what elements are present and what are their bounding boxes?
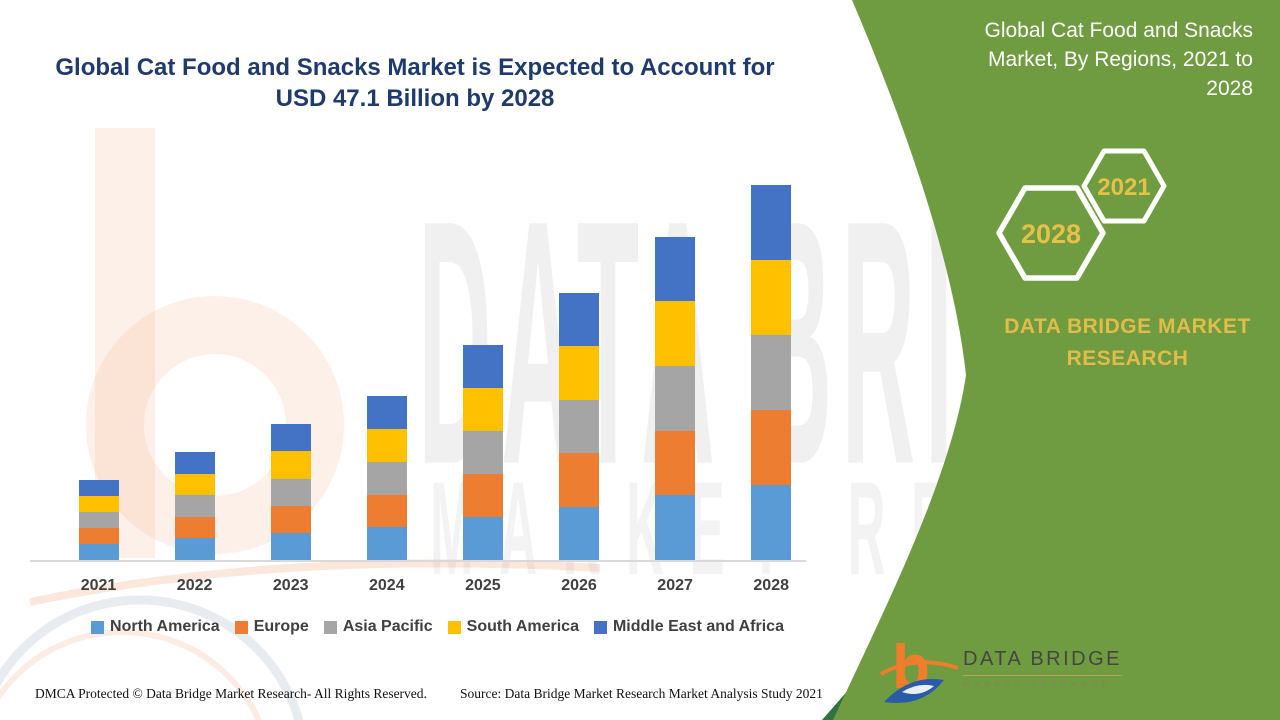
bar-segment-2023-middle-east-and-africa: [270, 424, 311, 452]
bar-segment-2023-europe: [270, 505, 311, 533]
bar-2022: [174, 452, 215, 560]
bar-2028: [751, 184, 792, 560]
legend-label: Asia Pacific: [342, 618, 433, 635]
legend-item-europe: Europe: [234, 618, 309, 636]
x-axis-label-2028: 2028: [753, 577, 789, 594]
legend-item-south-america: South America: [447, 618, 579, 636]
hexagon-2021-label: 2021: [1097, 174, 1150, 201]
bar-segment-2024-asia-pacific: [366, 461, 407, 495]
bar-segment-2022-middle-east-and-africa: [174, 452, 215, 474]
bar-segment-2023-south-america: [270, 451, 311, 479]
x-axis-label-2021: 2021: [80, 577, 117, 594]
bar-segment-2026-asia-pacific: [559, 399, 599, 454]
bar-segment-2022-asia-pacific: [174, 495, 215, 517]
x-axis-label-2023: 2023: [272, 577, 309, 594]
side-panel-brand-text: DATA BRIDGE MARKET RESEARCH: [1004, 315, 1251, 370]
bar-segment-2024-south-america: [366, 429, 407, 462]
bar-segment-2021-europe: [78, 528, 119, 545]
bar-segment-2025-europe: [462, 473, 503, 517]
bar-segment-2022-europe: [174, 516, 215, 539]
legend-item-middle-east-africa: Middle East and Africa: [593, 618, 784, 636]
dbmr-logo-b-icon: b: [880, 633, 959, 704]
bar-segment-2027-europe: [655, 430, 696, 496]
bar-segment-2027-middle-east-and-africa: [655, 236, 696, 302]
legend-swatch-north-america-icon: [91, 620, 105, 634]
bar-segment-2025-asia-pacific: [462, 430, 503, 474]
bar-segment-2028-asia-pacific: [751, 334, 792, 410]
side-panel-title: Global Cat Food and Snacks Market, By Re…: [984, 19, 1254, 100]
bar-segment-2024-north-america: [366, 527, 407, 560]
bar-segment-2023-north-america: [270, 532, 311, 560]
green-panel-polygon: [833, 0, 1280, 720]
bar-segment-2026-south-america: [559, 346, 599, 400]
x-axis-label-2024: 2024: [369, 577, 405, 594]
bar-segment-2026-europe: [559, 453, 599, 507]
bar-segment-2025-south-america: [462, 387, 503, 431]
source-note: Source: Data Bridge Market Research Mark…: [460, 686, 823, 701]
legend-label: South America: [466, 618, 579, 635]
bar-segment-2021-north-america: [78, 544, 119, 560]
chart-title-line1: Global Cat Food and Snacks Market is Exp…: [55, 54, 775, 81]
legend-item-asia-pacific: Asia Pacific: [323, 618, 433, 636]
bar-segment-2024-europe: [366, 494, 407, 528]
dbmr-logo: b DATA BRIDGE MARKET RESEARCH: [878, 628, 1123, 713]
bar-segment-2025-middle-east-and-africa: [462, 344, 503, 388]
dmca-notice: DMCA Protected © Data Bridge Market Rese…: [35, 686, 427, 701]
bar-segment-2021-asia-pacific: [78, 512, 119, 529]
bar-segment-2023-asia-pacific: [270, 478, 311, 506]
legend-label: North America: [110, 618, 220, 635]
bar-segment-2028-south-america: [751, 259, 792, 335]
bar-segment-2027-asia-pacific: [655, 366, 696, 431]
dbmr-logo-brand: DATA BRIDGE: [963, 648, 1123, 676]
chart-title: Global Cat Food and Snacks Market is Exp…: [15, 52, 815, 114]
bar-2027: [655, 236, 696, 560]
legend-label: Middle East and Africa: [612, 618, 784, 635]
chart-title-line2: USD 47.1 Billion by 2028: [275, 85, 555, 112]
x-axis-label-2026: 2026: [561, 577, 597, 594]
bar-segment-2028-europe: [751, 410, 792, 485]
x-axis-line: [30, 560, 806, 562]
dbmr-logo-tagline: MARKET RESEARCH: [963, 680, 1112, 689]
hexagon-2021-icon: [1081, 148, 1167, 224]
bar-segment-2022-north-america: [174, 538, 215, 560]
bar-2026: [559, 292, 599, 560]
bar-2024: [366, 396, 407, 560]
bar-segment-2025-north-america: [462, 516, 503, 560]
bar-segment-2027-south-america: [655, 301, 696, 367]
bar-segment-2027-north-america: [655, 495, 696, 560]
legend-swatch-asia-pacific-icon: [323, 620, 337, 634]
bar-segment-2022-south-america: [174, 473, 215, 496]
x-axis-label-2025: 2025: [465, 577, 501, 594]
bar-segment-2026-middle-east-and-africa: [559, 292, 599, 347]
chart-legend: North America Europe Asia Pacific South …: [20, 618, 855, 636]
legend-label: Europe: [253, 618, 309, 635]
hexagon-2028-icon: [996, 185, 1106, 281]
legend-swatch-middle-east-africa-icon: [593, 620, 607, 634]
x-axis-label-2022: 2022: [176, 577, 213, 594]
bar-segment-2021-south-america: [78, 496, 119, 513]
x-axis-label-2027: 2027: [657, 577, 693, 594]
bar-segment-2026-north-america: [559, 506, 599, 560]
bar-segment-2021-middle-east-and-africa: [78, 480, 119, 497]
legend-item-north-america: North America: [91, 618, 220, 636]
legend-swatch-europe-icon: [234, 620, 248, 634]
bar-2023: [270, 424, 311, 560]
legend-swatch-south-america-icon: [447, 620, 461, 634]
bar-segment-2028-north-america: [751, 485, 792, 560]
bar-2021: [78, 480, 119, 560]
hexagon-2028-label: 2028: [1021, 219, 1081, 249]
bar-segment-2028-middle-east-and-africa: [751, 184, 792, 260]
bar-2025: [462, 344, 503, 560]
bar-segment-2024-middle-east-and-africa: [366, 396, 407, 430]
dbmr-logo-text: DATA BRIDGE MARKET RESEARCH: [963, 648, 1123, 713]
